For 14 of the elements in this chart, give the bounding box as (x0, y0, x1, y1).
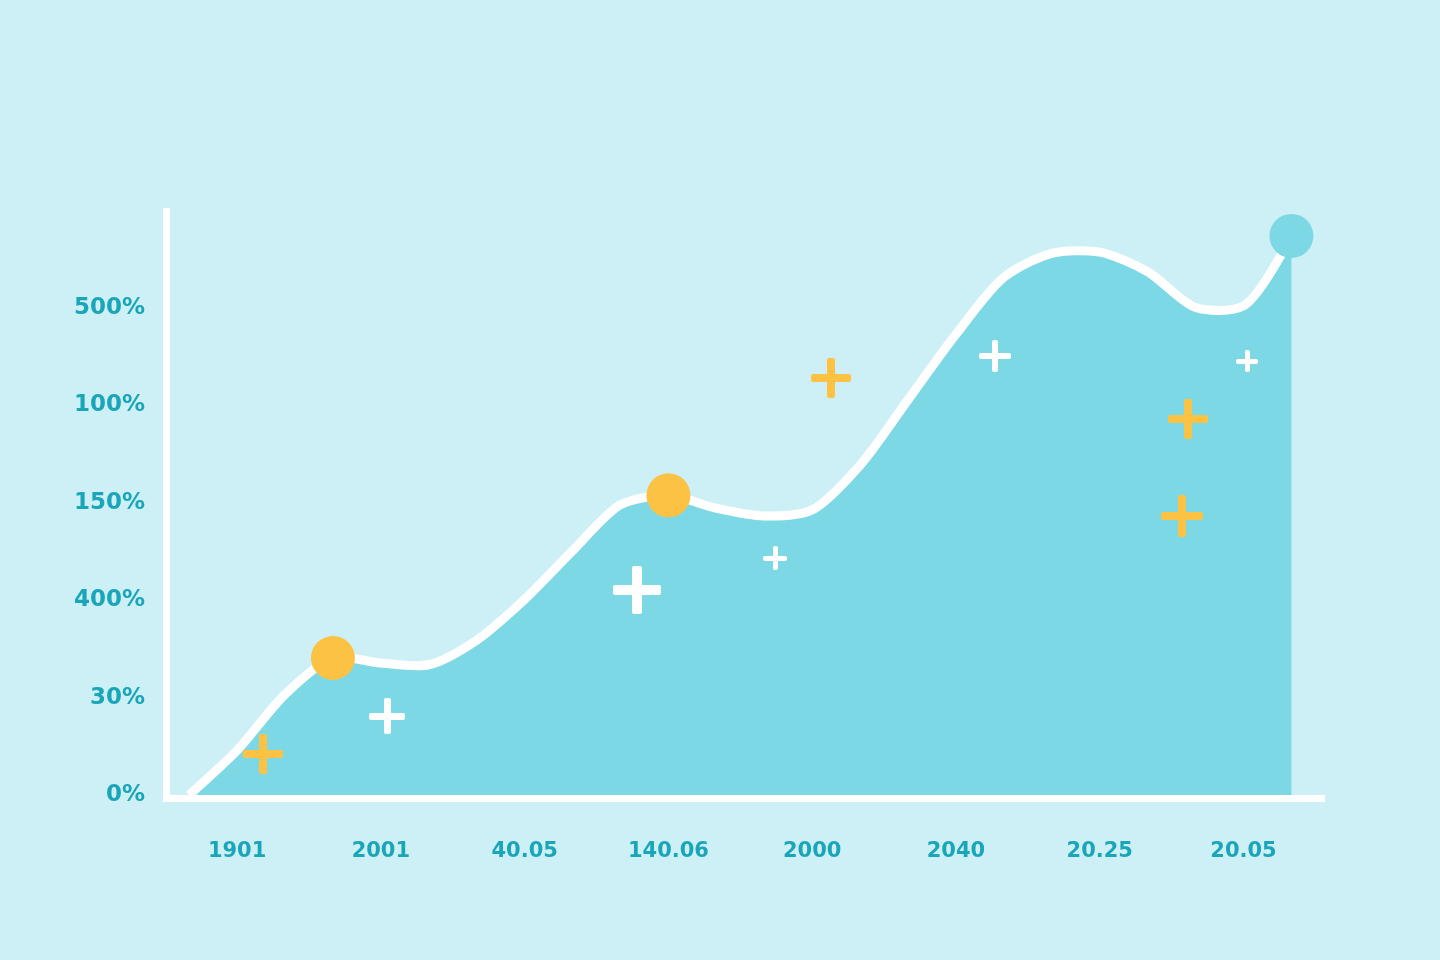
text: 150% (74, 488, 146, 514)
x-tick-label: 2001 (351, 838, 411, 863)
x-tick-label: 2040 (926, 838, 986, 863)
x-tick-label: 40.05 (491, 838, 558, 863)
x-tick-label: 20.05 (1210, 838, 1277, 863)
text: 0% (106, 780, 146, 806)
text: 400% (74, 585, 146, 611)
text: 500% (74, 293, 146, 319)
x-tick-label: 140.06 (627, 838, 709, 863)
x-tick-label: 1901 (207, 838, 267, 863)
x-tick-label: 2000 (782, 838, 842, 863)
text: 100% (74, 390, 146, 416)
x-tick-label: 20.25 (1066, 838, 1133, 863)
text: 30% (90, 683, 146, 709)
